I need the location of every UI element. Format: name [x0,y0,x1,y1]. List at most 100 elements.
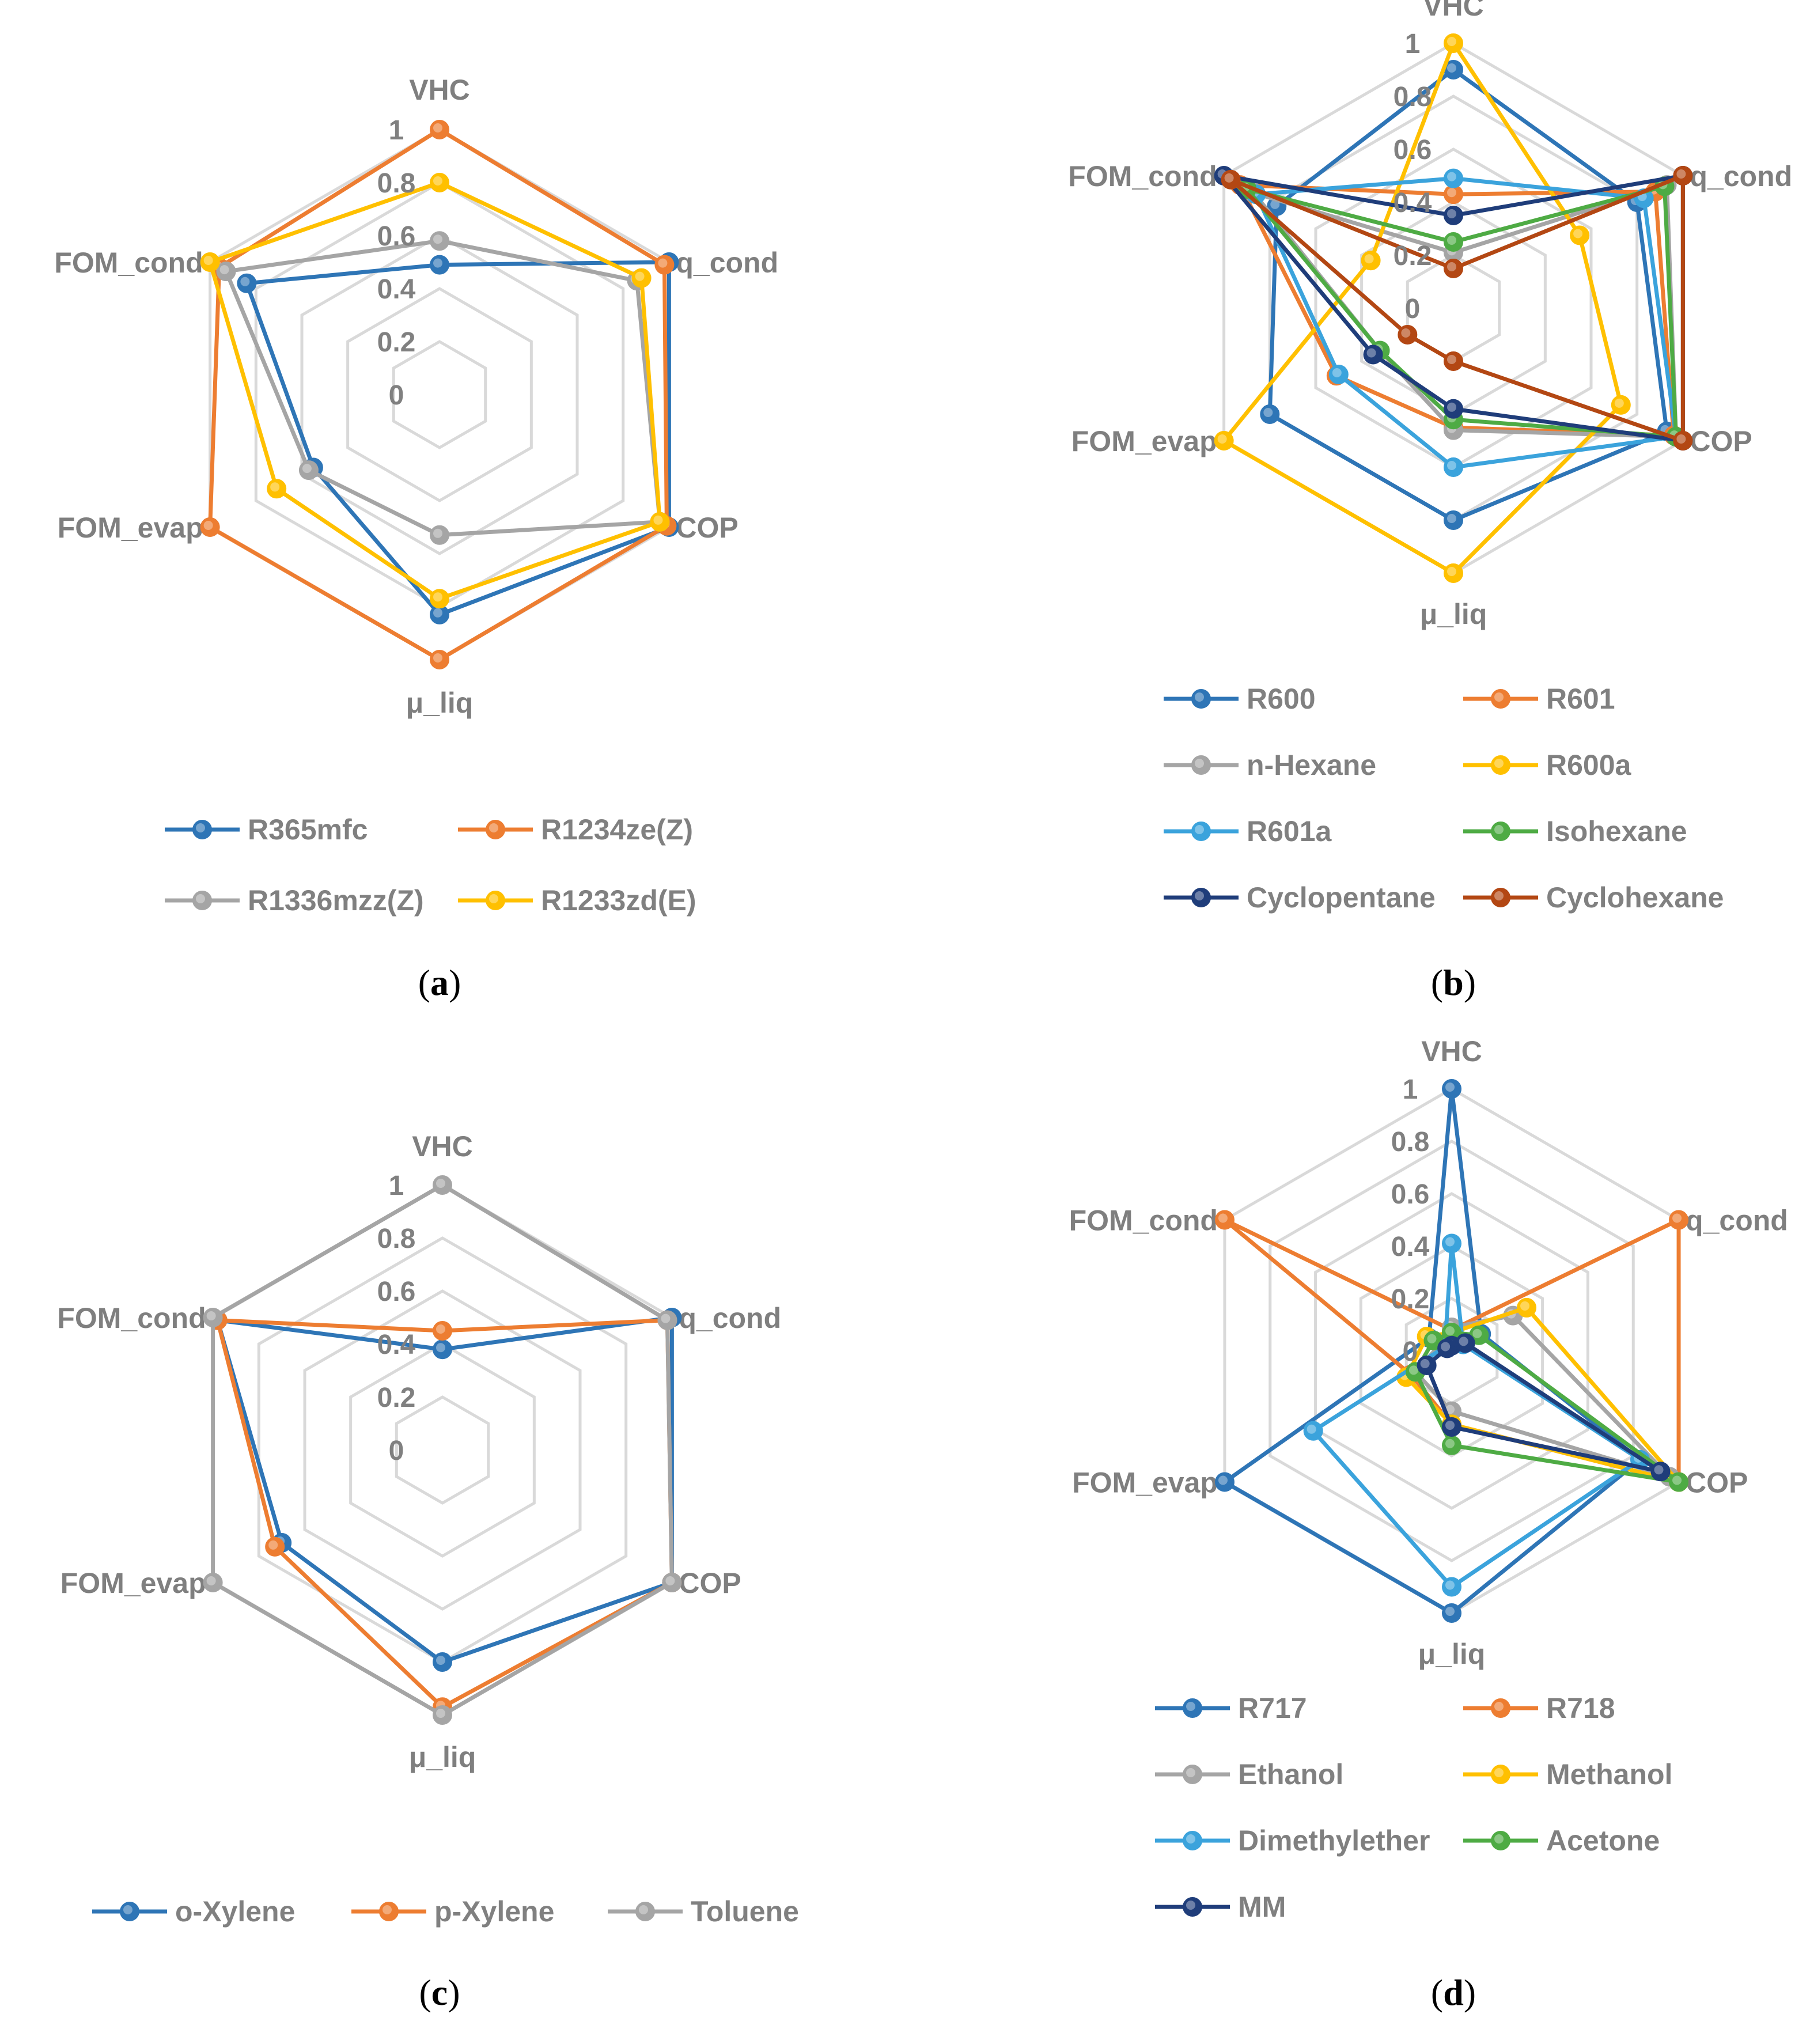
grid-ring-2 [349,1342,536,1558]
legend-marker-5 [1491,1831,1510,1850]
radar-chart-b: VHC q_cond COP μ_liq FOM_evap FOM_cond 0 0.2 0.4… [1068,0,1792,1003]
tick-label-0: 0 [1403,1337,1418,1367]
tick-label-4: 0.8 [1394,82,1432,112]
legend-marker-5-highlight [1494,825,1504,834]
legend-marker-2-highlight [1186,1768,1195,1777]
legend-marker-2-highlight [1195,759,1204,768]
tick-label-4: 0.8 [1391,1127,1430,1157]
legend-label-2: Toluene [691,1895,799,1928]
legend-marker-1 [1491,1698,1510,1718]
data-point-3 [430,525,449,545]
data-point-4-highlight [1401,328,1411,338]
series-line [211,1183,674,1717]
legend-marker-0-highlight [1195,692,1204,702]
tick-label-0: 0 [1405,294,1421,324]
radar-chart-c: VHC q_cond COP μ_liq FOM_evap FOM_cond 0 0.2 0.4… [57,1130,799,2013]
data-point-0-highlight [1447,209,1456,218]
data-point-0 [433,1339,452,1360]
tick-label-5: 1 [389,1171,404,1201]
tick-label-0: 0 [389,1436,404,1466]
legend: R600 R601 n-Hexane R600a R601a Isohexane Cyclo… [1164,683,1724,914]
data-point-1 [657,1310,677,1330]
series-line [1267,67,1669,523]
data-point-3-highlight [1445,1580,1455,1590]
data-point-4-highlight [206,1576,216,1585]
data-point-0 [433,1175,452,1195]
legend-marker-4-highlight [1186,1834,1195,1844]
legend-label-1: R1234ze(Z) [541,813,693,846]
data-point-0 [1444,206,1463,225]
data-point-5-highlight [206,1311,216,1320]
tick-label-5: 1 [1405,29,1421,59]
legend-label-5: Acetone [1546,1825,1660,1857]
data-point-3-highlight [433,528,442,538]
data-point-1 [1669,1210,1689,1230]
grid-ring-2 [346,287,533,502]
axis-label-qcond: q_cond [676,247,778,279]
legend: o-Xylene p-Xylene Toluene [92,1895,799,1928]
tick-label-3: 0.6 [377,1277,416,1307]
data-point-3 [1442,1417,1461,1437]
legend-marker-1 [486,820,505,839]
legend-label-0: R600 [1247,683,1316,715]
data-point-4-highlight [203,521,213,530]
axis-label-fomcond: FOM_cond [54,247,203,279]
legend-marker-5-highlight [1494,1834,1504,1844]
data-point-5 [200,252,220,272]
legend-marker-3 [1491,1765,1510,1784]
legend-marker-0 [120,1902,139,1921]
data-point-2-highlight [653,515,663,525]
axis-label-liq: μ_liq [1420,598,1487,630]
tick-label-2: 0.4 [377,274,416,305]
data-point-4-highlight [302,464,312,474]
data-point-0 [1442,1233,1461,1254]
data-point-3 [1442,1577,1461,1597]
data-point-3-highlight [433,592,442,602]
legend-label-5: Isohexane [1546,815,1687,847]
legend-marker-0-highlight [123,1905,132,1914]
data-point-4 [298,460,319,480]
data-point-3-highlight [433,653,442,663]
data-point-3 [430,650,449,669]
legend-marker-2 [1191,755,1211,775]
legend-marker-7 [1491,888,1510,907]
panel-label: (a) [418,962,461,1003]
legend-marker-0 [1183,1698,1202,1718]
legend-marker-2-highlight [639,1905,648,1914]
grid-ring-2 [1359,1244,1544,1458]
data-point-5-highlight [219,265,229,275]
axis-label-liq: μ_liq [406,687,474,719]
grid-ring-3 [303,1289,582,1611]
axis-label-vhc: VHC [412,1130,473,1163]
legend-marker-6 [1191,888,1211,907]
legend-marker-1 [1491,689,1510,709]
legend: R717 R718 Ethanol Methanol Dimethylether Acet… [1155,1692,1672,1923]
data-point-0-highlight [436,1343,445,1353]
legend-marker-1-highlight [383,1905,392,1914]
data-point-0-highlight [433,123,442,133]
legend-label-3: R1233zd(E) [541,884,696,917]
series-r1233zd-e- [200,173,670,609]
axis-label-vhc: VHC [409,74,470,106]
data-point-1 [631,268,652,288]
axis-label-fomcond: FOM_cond [57,1302,206,1334]
data-point-3-highlight [436,1709,445,1718]
legend-marker-2 [1183,1765,1202,1784]
legend-marker-0-highlight [1186,1702,1195,1711]
data-point-0-highlight [1447,172,1456,181]
legend-label-0: R717 [1238,1692,1307,1724]
tick-label-4: 0.8 [377,1224,416,1254]
data-point-0 [430,173,449,192]
data-point-5-highlight [1441,1342,1451,1352]
data-point-2 [662,1573,682,1592]
data-point-2 [1673,431,1693,451]
grid-ring-1 [392,340,487,449]
legend-marker-6 [1183,1897,1202,1917]
tick-label-0: 0 [389,380,404,411]
legend-label-1: R601 [1546,683,1615,715]
axis-label-cop: COP [676,512,738,544]
data-point-0 [430,120,449,139]
data-point-0-highlight [1447,236,1456,245]
axis-label-cop: COP [1690,425,1752,457]
data-point-4 [1260,404,1280,424]
